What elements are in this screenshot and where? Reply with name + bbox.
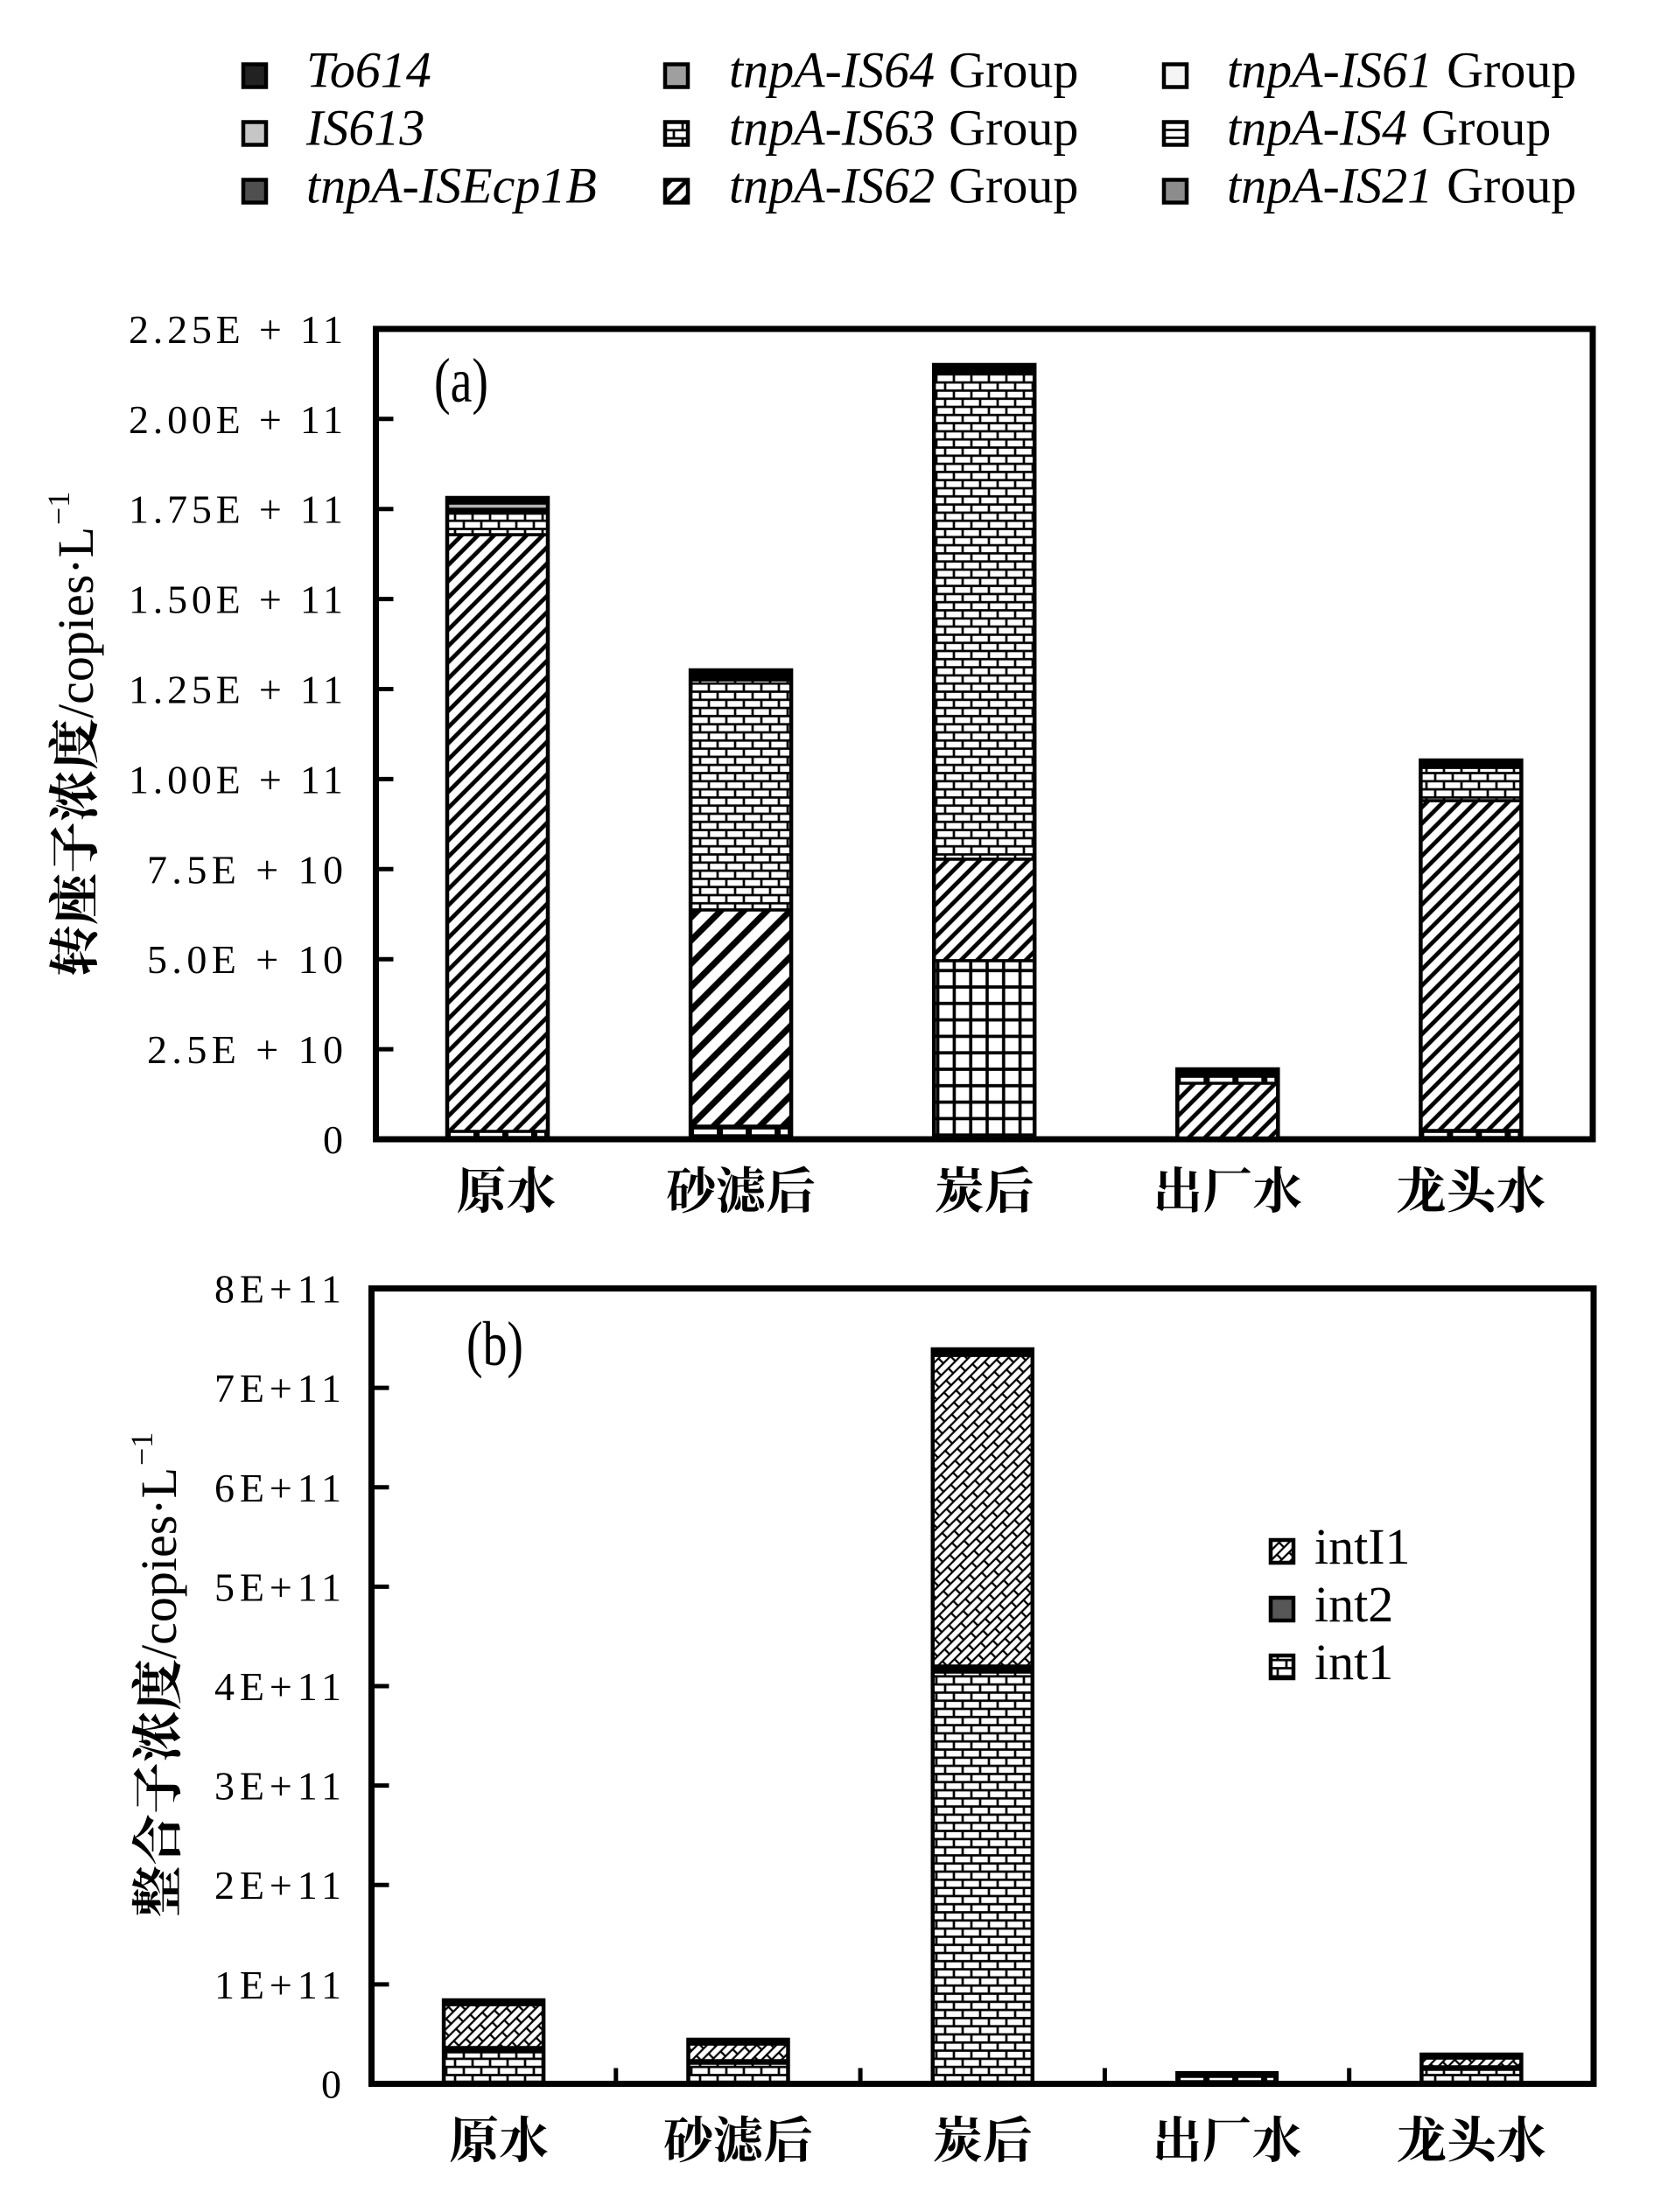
- svg-text:tnpA-ISEcp1B: tnpA-ISEcp1B: [306, 158, 597, 214]
- svg-text:1.00E + 11: 1.00E + 11: [129, 757, 343, 802]
- svg-text:int2: int2: [1314, 1576, 1393, 1633]
- svg-text:7E+11: 7E+11: [214, 1366, 341, 1410]
- svg-text:/copies·L: /copies·L: [130, 1467, 187, 1659]
- svg-text:(b): (b): [466, 1309, 523, 1379]
- svg-text:1.25E + 11: 1.25E + 11: [129, 668, 343, 712]
- svg-text:0: 0: [321, 2062, 341, 2107]
- svg-text:2.00E + 11: 2.00E + 11: [129, 397, 343, 442]
- svg-text:2E+11: 2E+11: [214, 1863, 341, 1908]
- svg-text:6E+11: 6E+11: [214, 1466, 341, 1510]
- svg-text:2.5E + 10: 2.5E + 10: [147, 1027, 343, 1072]
- svg-text:(a): (a): [434, 346, 488, 416]
- svg-text:IS613: IS613: [305, 100, 424, 157]
- svg-text:4E+11: 4E+11: [214, 1664, 341, 1709]
- svg-text:int1: int1: [1314, 1634, 1393, 1690]
- svg-text:−1: −1: [41, 492, 76, 525]
- svg-text:7.5E + 10: 7.5E + 10: [147, 847, 343, 892]
- svg-text:3E+11: 3E+11: [214, 1764, 341, 1809]
- svg-text:To614: To614: [306, 42, 431, 99]
- svg-text:intI1: intI1: [1314, 1518, 1411, 1575]
- svg-text:1.75E + 11: 1.75E + 11: [129, 487, 343, 532]
- svg-text:5E+11: 5E+11: [214, 1564, 341, 1609]
- svg-text:0: 0: [323, 1117, 343, 1162]
- svg-text:5.0E + 10: 5.0E + 10: [147, 937, 343, 982]
- svg-text:/copies·L: /copies·L: [47, 527, 104, 718]
- svg-text:1.50E + 11: 1.50E + 11: [129, 578, 343, 622]
- svg-text:8E+11: 8E+11: [214, 1267, 341, 1312]
- svg-text:−1: −1: [124, 1432, 159, 1466]
- svg-text:1E+11: 1E+11: [214, 1963, 341, 2007]
- svg-text:2.25E + 11: 2.25E + 11: [129, 307, 343, 352]
